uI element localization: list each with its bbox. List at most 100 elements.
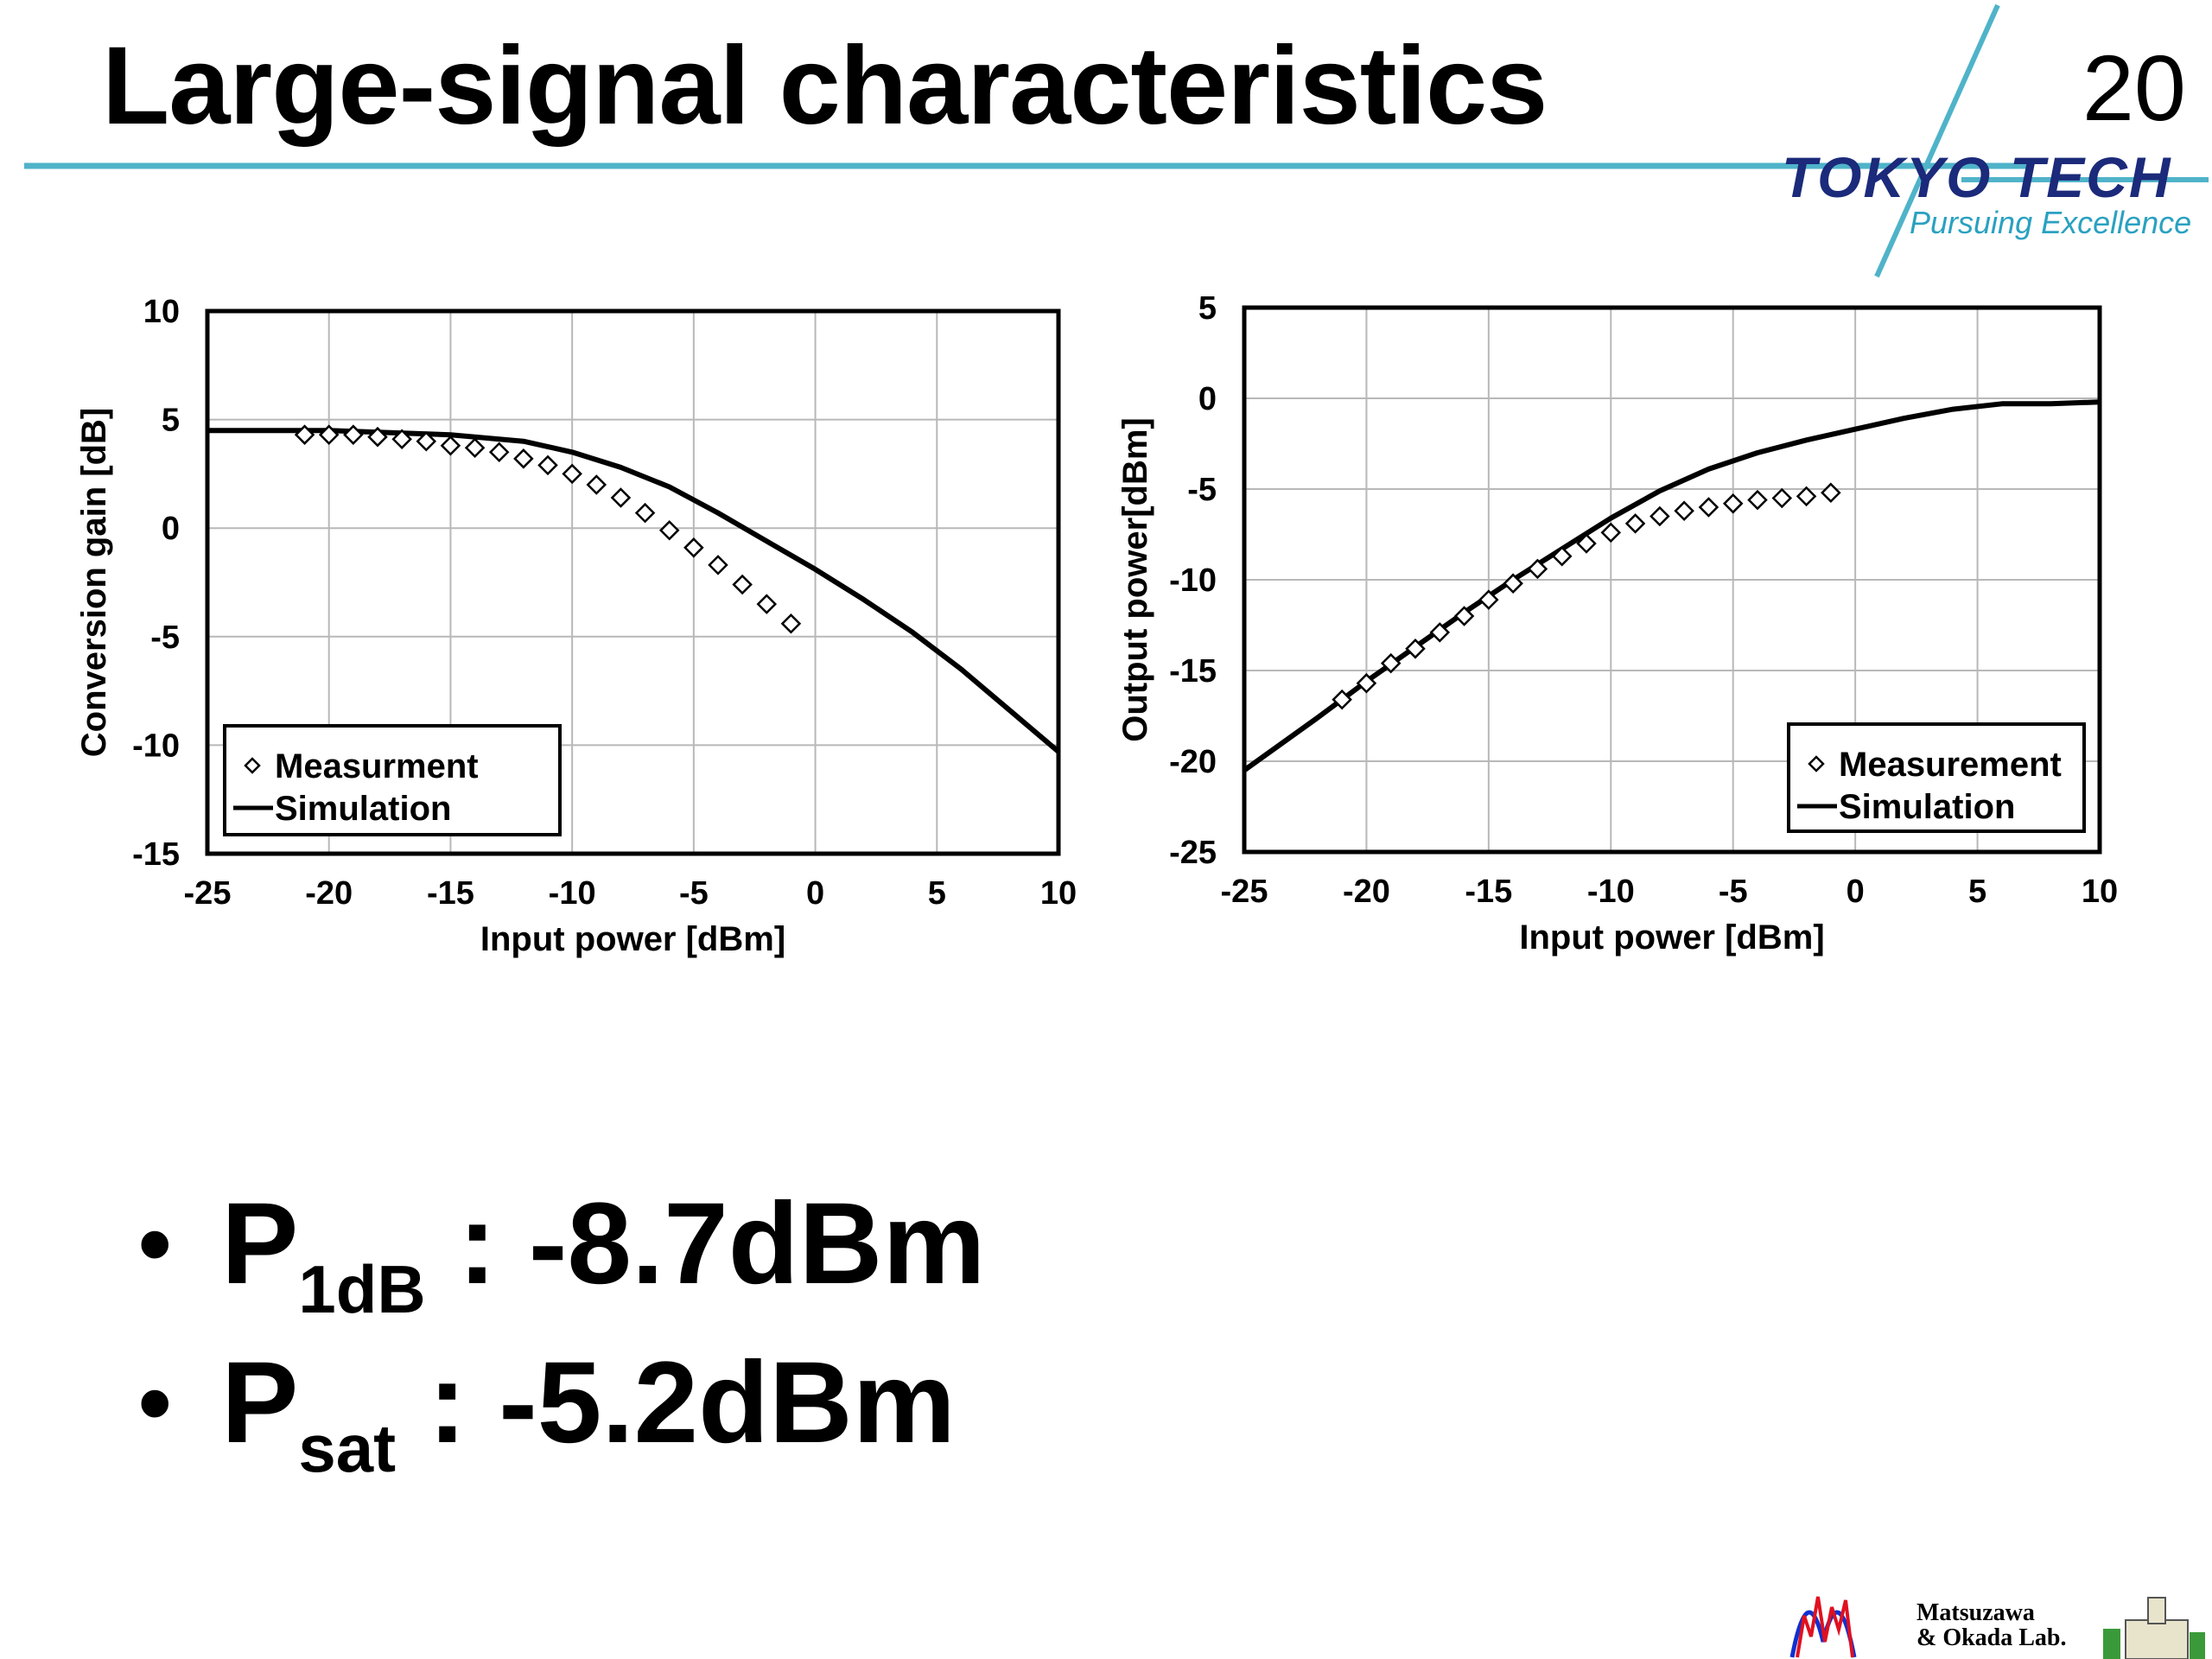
x-tick-label: -20 [305,875,353,912]
measurement-marker [343,424,364,445]
y-tick-label: 0 [162,511,180,547]
x-tick-label: 10 [2082,874,2118,910]
y-tick-label: 5 [162,403,180,439]
bullet-main: P [221,1338,299,1467]
measurement-marker [1747,489,1768,511]
legend-label-simulation: Simulation [1839,788,2015,826]
x-axis-label: Input power [dBm] [1519,918,1824,957]
legend-box [1787,722,2086,833]
measurement-marker [1821,482,1841,503]
measurement-marker [1698,497,1719,518]
measurement-marker [586,474,607,495]
measurement-marker [1576,533,1597,554]
lab-logo-icon [1789,1596,1857,1658]
measurement-marker [1600,522,1622,543]
tokyo-tech-logo: TOKYO TECH [1782,145,2172,209]
measurement-marker [1551,545,1573,567]
measurement-marker [1674,500,1694,521]
measurement-marker [1722,493,1744,514]
y-tick-label: -25 [1169,835,1217,871]
lab-logo-text: Matsuzawa & Okada Lab. [1916,1600,2067,1650]
measurement-marker [1624,513,1646,534]
logo-tagline: Pursuing Excellence [1910,205,2192,240]
x-tick-label: -25 [1221,874,1268,910]
x-tick-label: -15 [427,875,474,912]
plot-frame [205,308,1061,856]
measurement-marker [610,487,632,508]
measurement-marker [464,437,486,459]
legend-label-simulation: Simulation [275,790,451,828]
x-tick-label: 5 [928,875,946,912]
y-tick-label: -10 [1169,563,1217,599]
legend-marker-measurement [244,757,261,774]
y-tick-label: -20 [1169,744,1217,780]
simulation-line [207,428,1060,754]
x-tick-label: 10 [1040,875,1077,912]
measurement-marker [440,435,461,456]
x-tick-label: -20 [1343,874,1390,910]
x-tick-label: -5 [1719,874,1748,910]
y-tick-label: -5 [1187,472,1217,508]
measurement-marker [708,555,728,575]
measurement-marker [1429,622,1451,643]
measurement-marker [1356,672,1377,694]
x-tick-label: -10 [549,875,596,912]
x-tick-label: 5 [1968,874,1986,910]
measurement-marker [683,537,704,558]
y-tick-label: 5 [1198,290,1217,327]
measurement-marker [732,574,753,595]
x-tick-label: 0 [806,875,824,912]
x-tick-label: -10 [1587,874,1635,910]
legend-marker-measurement [1808,755,1825,772]
measurement-marker [1771,487,1793,509]
output-power-chart: -25 -20 -15 -10 -5 0 5 10 -25 -20 -15 -10 -5 0 5 Input … [1116,290,2118,957]
measurement-marker [416,430,437,452]
measurement-marker [1332,689,1352,710]
y-tick-label: -10 [132,728,180,764]
bullet-psat: • Psat : -5.2dBm [138,1334,986,1493]
measurement-marker [1405,639,1426,659]
bullet-main: P [221,1179,299,1308]
x-tick-label: -15 [1465,874,1512,910]
measurement-marker [1796,486,1817,507]
measurement-marker [1478,589,1499,610]
y-tick-label: 0 [1198,381,1217,417]
conversion-gain-chart: -25 -20 -15 -10 -5 0 5 10 -15 -10 -5 0 5 10 Input powe… [75,294,1077,958]
measurement-marker [391,429,412,449]
bullet-subscript: 1dB [298,1251,426,1327]
bullet-dot: • [138,1191,172,1297]
measurement-marker [634,502,656,524]
x-tick-label: -5 [679,875,709,912]
y-tick-label: -15 [132,836,180,873]
x-axis-label: Input power [dBm] [480,920,785,958]
measurement-marker [562,463,582,485]
measurement-marker [1380,652,1402,674]
slide-title: Large-signal characteristics [102,24,1548,148]
bullet-subscript: sat [298,1410,397,1486]
y-tick-label: -15 [1169,653,1217,690]
bullet-value: : -8.7dBm [425,1179,986,1308]
measurement-marker [513,448,534,469]
page-number: 20 [2082,35,2186,140]
plot-frame [1242,305,2102,855]
bullet-value: : -5.2dBm [396,1338,956,1467]
y-axis-label: Output power[dBm] [1116,417,1154,742]
simulation-line [1243,399,2101,772]
measurement-marker [488,442,510,463]
legend-box [223,724,562,836]
measurement-marker [780,613,802,634]
measurement-marker [1503,573,1523,594]
bullet-p1db: • P1dB : -8.7dBm [138,1175,986,1334]
measurement-marker [756,594,778,614]
legend-label-measurement: Measurement [1839,746,2062,784]
measurement-marker [1453,606,1475,626]
y-tick-label: 10 [143,294,180,330]
building-icon [2103,1597,2205,1659]
measurement-marker [1527,558,1548,580]
measurement-marker [318,424,340,445]
y-tick-label: -5 [150,620,180,656]
legend-label-measurement: Measurment [275,747,479,785]
lab-logo-line1: Matsuzawa [1916,1599,2035,1626]
measurement-marker [294,424,315,445]
x-tick-label: -25 [184,875,232,912]
